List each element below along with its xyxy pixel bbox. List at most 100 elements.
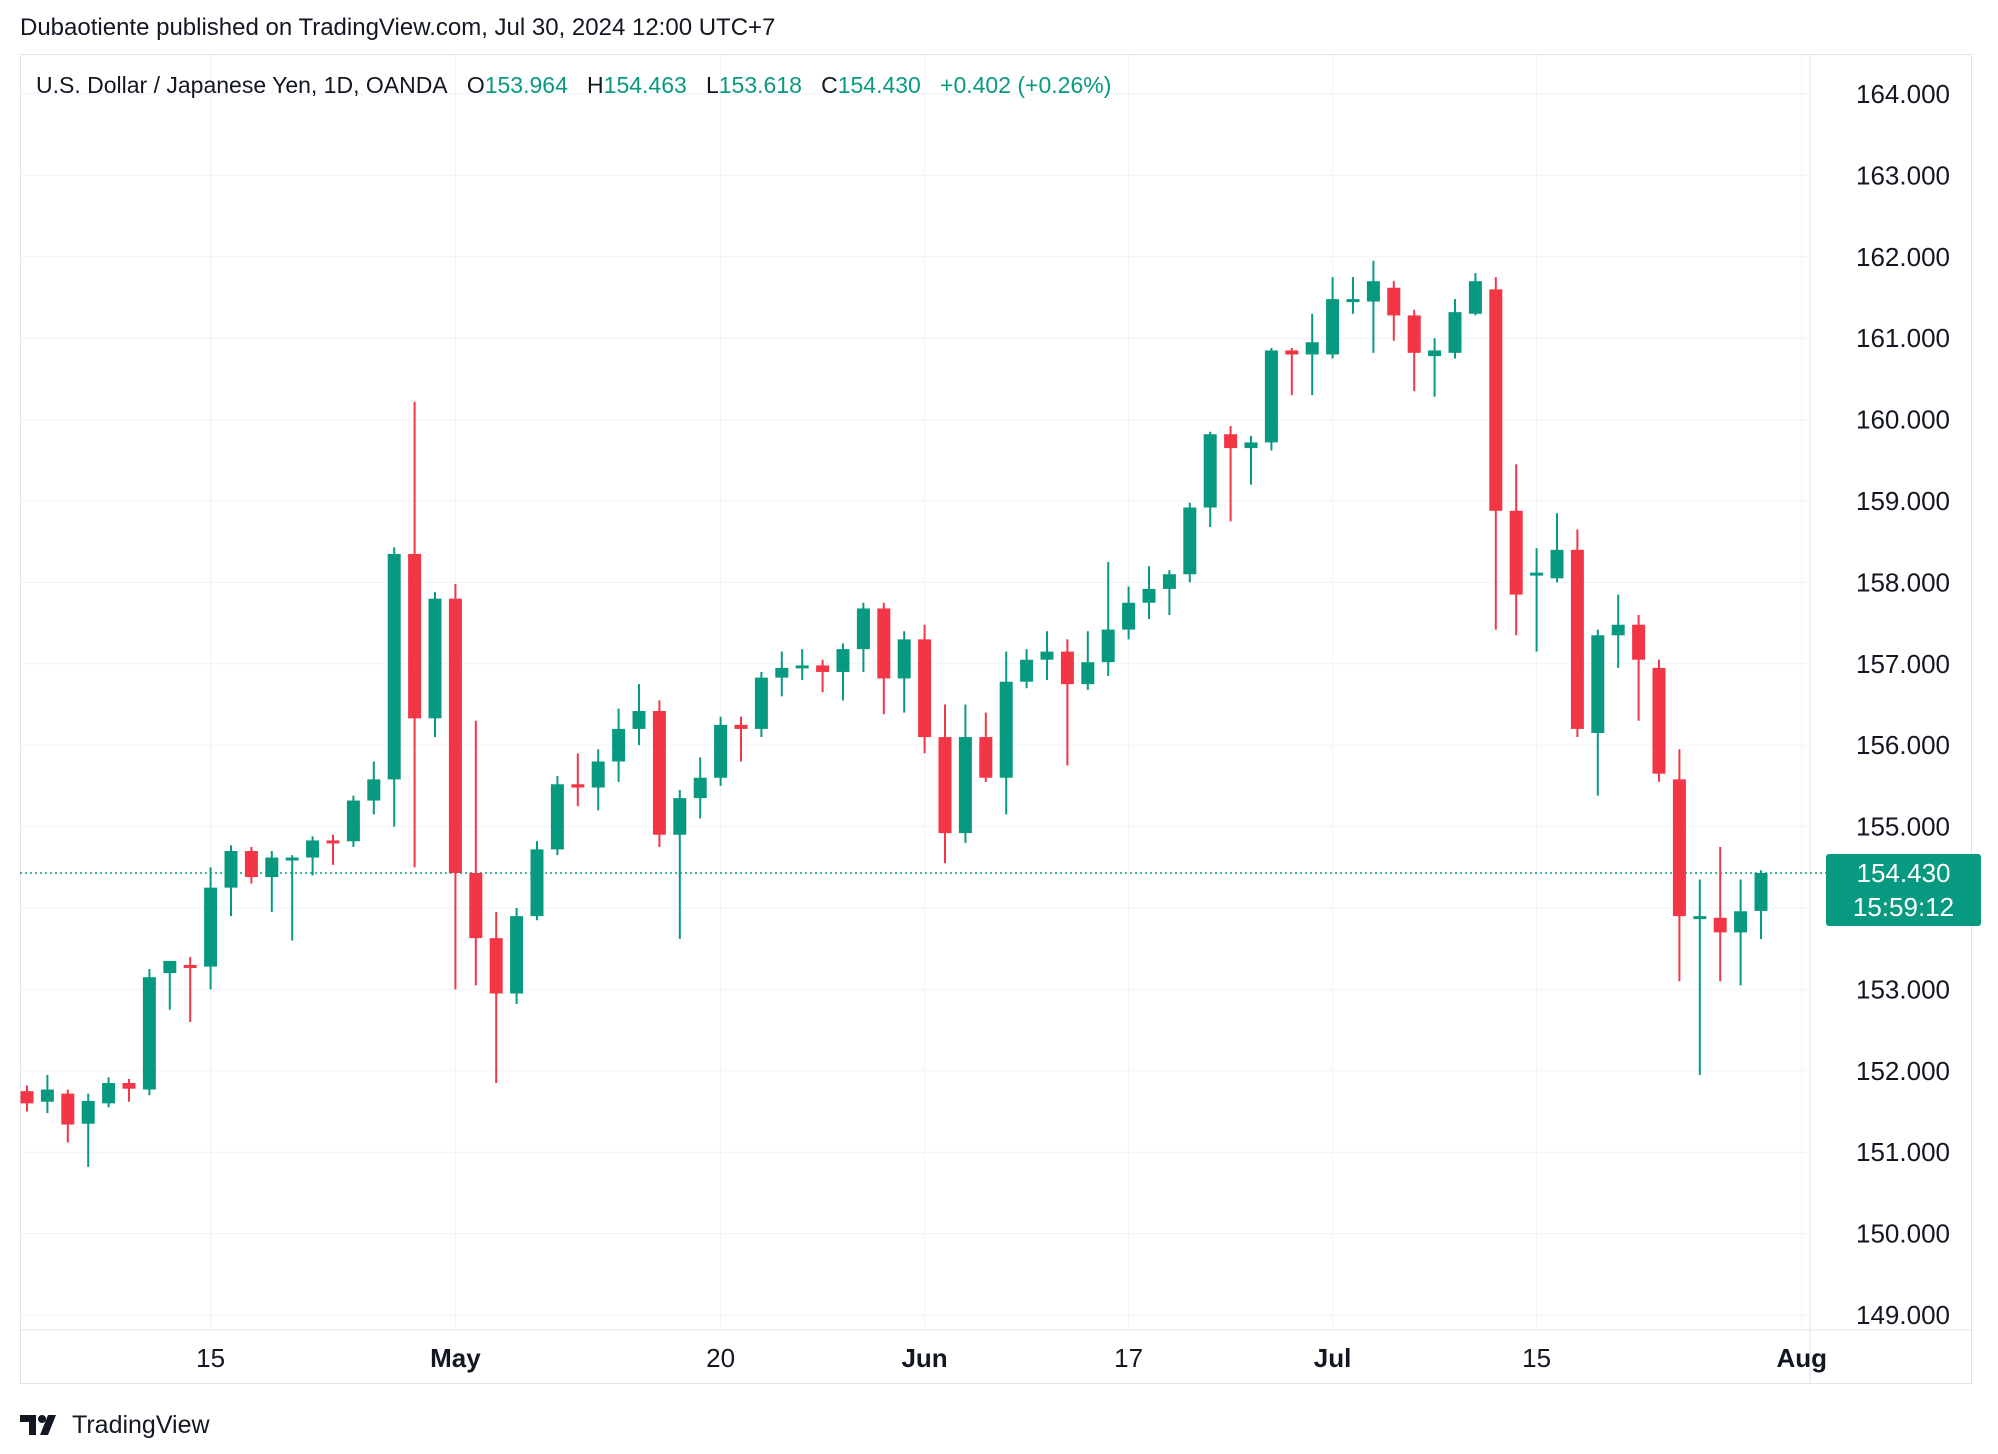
candle-body[interactable] <box>1611 624 1625 636</box>
change-value: +0.402 (+0.26%) <box>940 72 1112 98</box>
candle-body[interactable] <box>816 665 830 672</box>
candle-body[interactable] <box>1101 629 1115 663</box>
last-price-tag: 154.430 15:59:12 <box>1826 854 1981 926</box>
candle-body[interactable] <box>571 784 585 788</box>
candle-body[interactable] <box>1326 299 1340 355</box>
candle-body[interactable] <box>61 1093 75 1125</box>
candle-body[interactable] <box>1468 281 1482 314</box>
candle-body[interactable] <box>1448 312 1462 353</box>
candle-body[interactable] <box>714 724 728 778</box>
candle-body[interactable] <box>1509 510 1523 595</box>
candle-body[interactable] <box>224 851 238 888</box>
candle-body[interactable] <box>204 887 218 967</box>
candle-body[interactable] <box>1162 574 1176 589</box>
symbol-label[interactable]: U.S. Dollar / Japanese Yen, 1D, OANDA <box>36 72 448 98</box>
candle-body[interactable] <box>265 857 279 878</box>
candle-body[interactable] <box>591 761 605 788</box>
candle-body[interactable] <box>326 840 340 844</box>
candle-body[interactable] <box>1632 624 1646 660</box>
candle-body[interactable] <box>1366 281 1380 302</box>
footer: TradingView <box>20 1408 210 1442</box>
candle-body[interactable] <box>1060 651 1074 685</box>
candle-body[interactable] <box>102 1083 116 1104</box>
candle-body[interactable] <box>958 737 972 834</box>
tradingview-logo-icon[interactable] <box>20 1413 64 1437</box>
candle-body[interactable] <box>20 1091 34 1104</box>
candle-body[interactable] <box>489 938 503 994</box>
candle-body[interactable] <box>979 737 993 778</box>
candle-body[interactable] <box>244 851 258 878</box>
candle-body[interactable] <box>428 598 442 719</box>
candle-body[interactable] <box>40 1089 54 1102</box>
candle-body[interactable] <box>693 777 707 799</box>
candle-body[interactable] <box>1346 299 1360 303</box>
candle-body[interactable] <box>81 1100 95 1124</box>
candle-body[interactable] <box>1020 659 1034 682</box>
candle-body[interactable] <box>1142 588 1156 603</box>
candle-body[interactable] <box>469 872 483 939</box>
candle-body[interactable] <box>673 798 687 835</box>
candle-body[interactable] <box>550 784 564 850</box>
candle-body[interactable] <box>367 779 381 801</box>
candle-body[interactable] <box>285 857 299 861</box>
candle-body[interactable] <box>999 681 1013 778</box>
candle-body[interactable] <box>1570 549 1584 729</box>
candle-body[interactable] <box>1713 917 1727 933</box>
candle-body[interactable] <box>1040 651 1054 660</box>
candle-body[interactable] <box>163 960 177 974</box>
candle-body[interactable] <box>142 977 156 1090</box>
candle-body[interactable] <box>448 598 462 873</box>
candle-body[interactable] <box>1672 779 1686 917</box>
candle-body[interactable] <box>1183 507 1197 575</box>
candle-body[interactable] <box>632 711 646 729</box>
last-price-value: 154.430 <box>1856 858 1951 888</box>
chart-frame[interactable] <box>20 54 1972 1384</box>
candle-body[interactable] <box>1122 602 1136 630</box>
candle-body[interactable] <box>1428 350 1442 357</box>
candle-body[interactable] <box>1693 916 1707 920</box>
candle-body[interactable] <box>877 608 891 679</box>
x-tick-label: May <box>430 1343 481 1373</box>
candle-body[interactable] <box>1652 667 1666 774</box>
candle-body[interactable] <box>1530 572 1544 576</box>
y-tick-label: 164.000 <box>1856 79 1950 109</box>
candle-body[interactable] <box>1754 872 1768 911</box>
candle-body[interactable] <box>938 737 952 834</box>
candle-body[interactable] <box>856 608 870 650</box>
candle-body[interactable] <box>1407 315 1421 353</box>
brand-name[interactable]: TradingView <box>72 1410 210 1439</box>
candle-body[interactable] <box>1081 662 1095 685</box>
candle-body[interactable] <box>1264 350 1278 443</box>
candle-body[interactable] <box>1489 289 1503 511</box>
candle-body[interactable] <box>754 677 768 729</box>
candle-body[interactable] <box>122 1083 136 1089</box>
candle-body[interactable] <box>918 639 932 738</box>
candle-body[interactable] <box>387 553 401 780</box>
low-label: L <box>705 72 719 98</box>
candle-body[interactable] <box>408 553 422 719</box>
x-tick-label: Jun <box>901 1343 947 1373</box>
candle-body[interactable] <box>836 649 850 672</box>
y-tick-label: 156.000 <box>1856 730 1950 760</box>
candle-body[interactable] <box>897 639 911 679</box>
candle-body[interactable] <box>652 711 666 835</box>
candle-body[interactable] <box>734 724 748 729</box>
candle-body[interactable] <box>1203 434 1217 508</box>
candle-body[interactable] <box>1550 549 1564 579</box>
candle-body[interactable] <box>1224 434 1238 449</box>
candle-body[interactable] <box>1387 287 1401 316</box>
candle-body[interactable] <box>612 728 626 762</box>
candle-body[interactable] <box>530 849 544 917</box>
candle-body[interactable] <box>510 916 524 994</box>
candle-body[interactable] <box>1734 911 1748 933</box>
candle-body[interactable] <box>1285 350 1299 355</box>
candle-body[interactable] <box>795 665 809 669</box>
candle-body[interactable] <box>775 667 789 678</box>
candle-body[interactable] <box>1244 442 1258 449</box>
candle-body[interactable] <box>183 964 197 968</box>
candle-body[interactable] <box>1305 342 1319 355</box>
candle-body[interactable] <box>1591 635 1605 733</box>
candle-body[interactable] <box>306 840 320 858</box>
candle-body[interactable] <box>346 800 360 842</box>
